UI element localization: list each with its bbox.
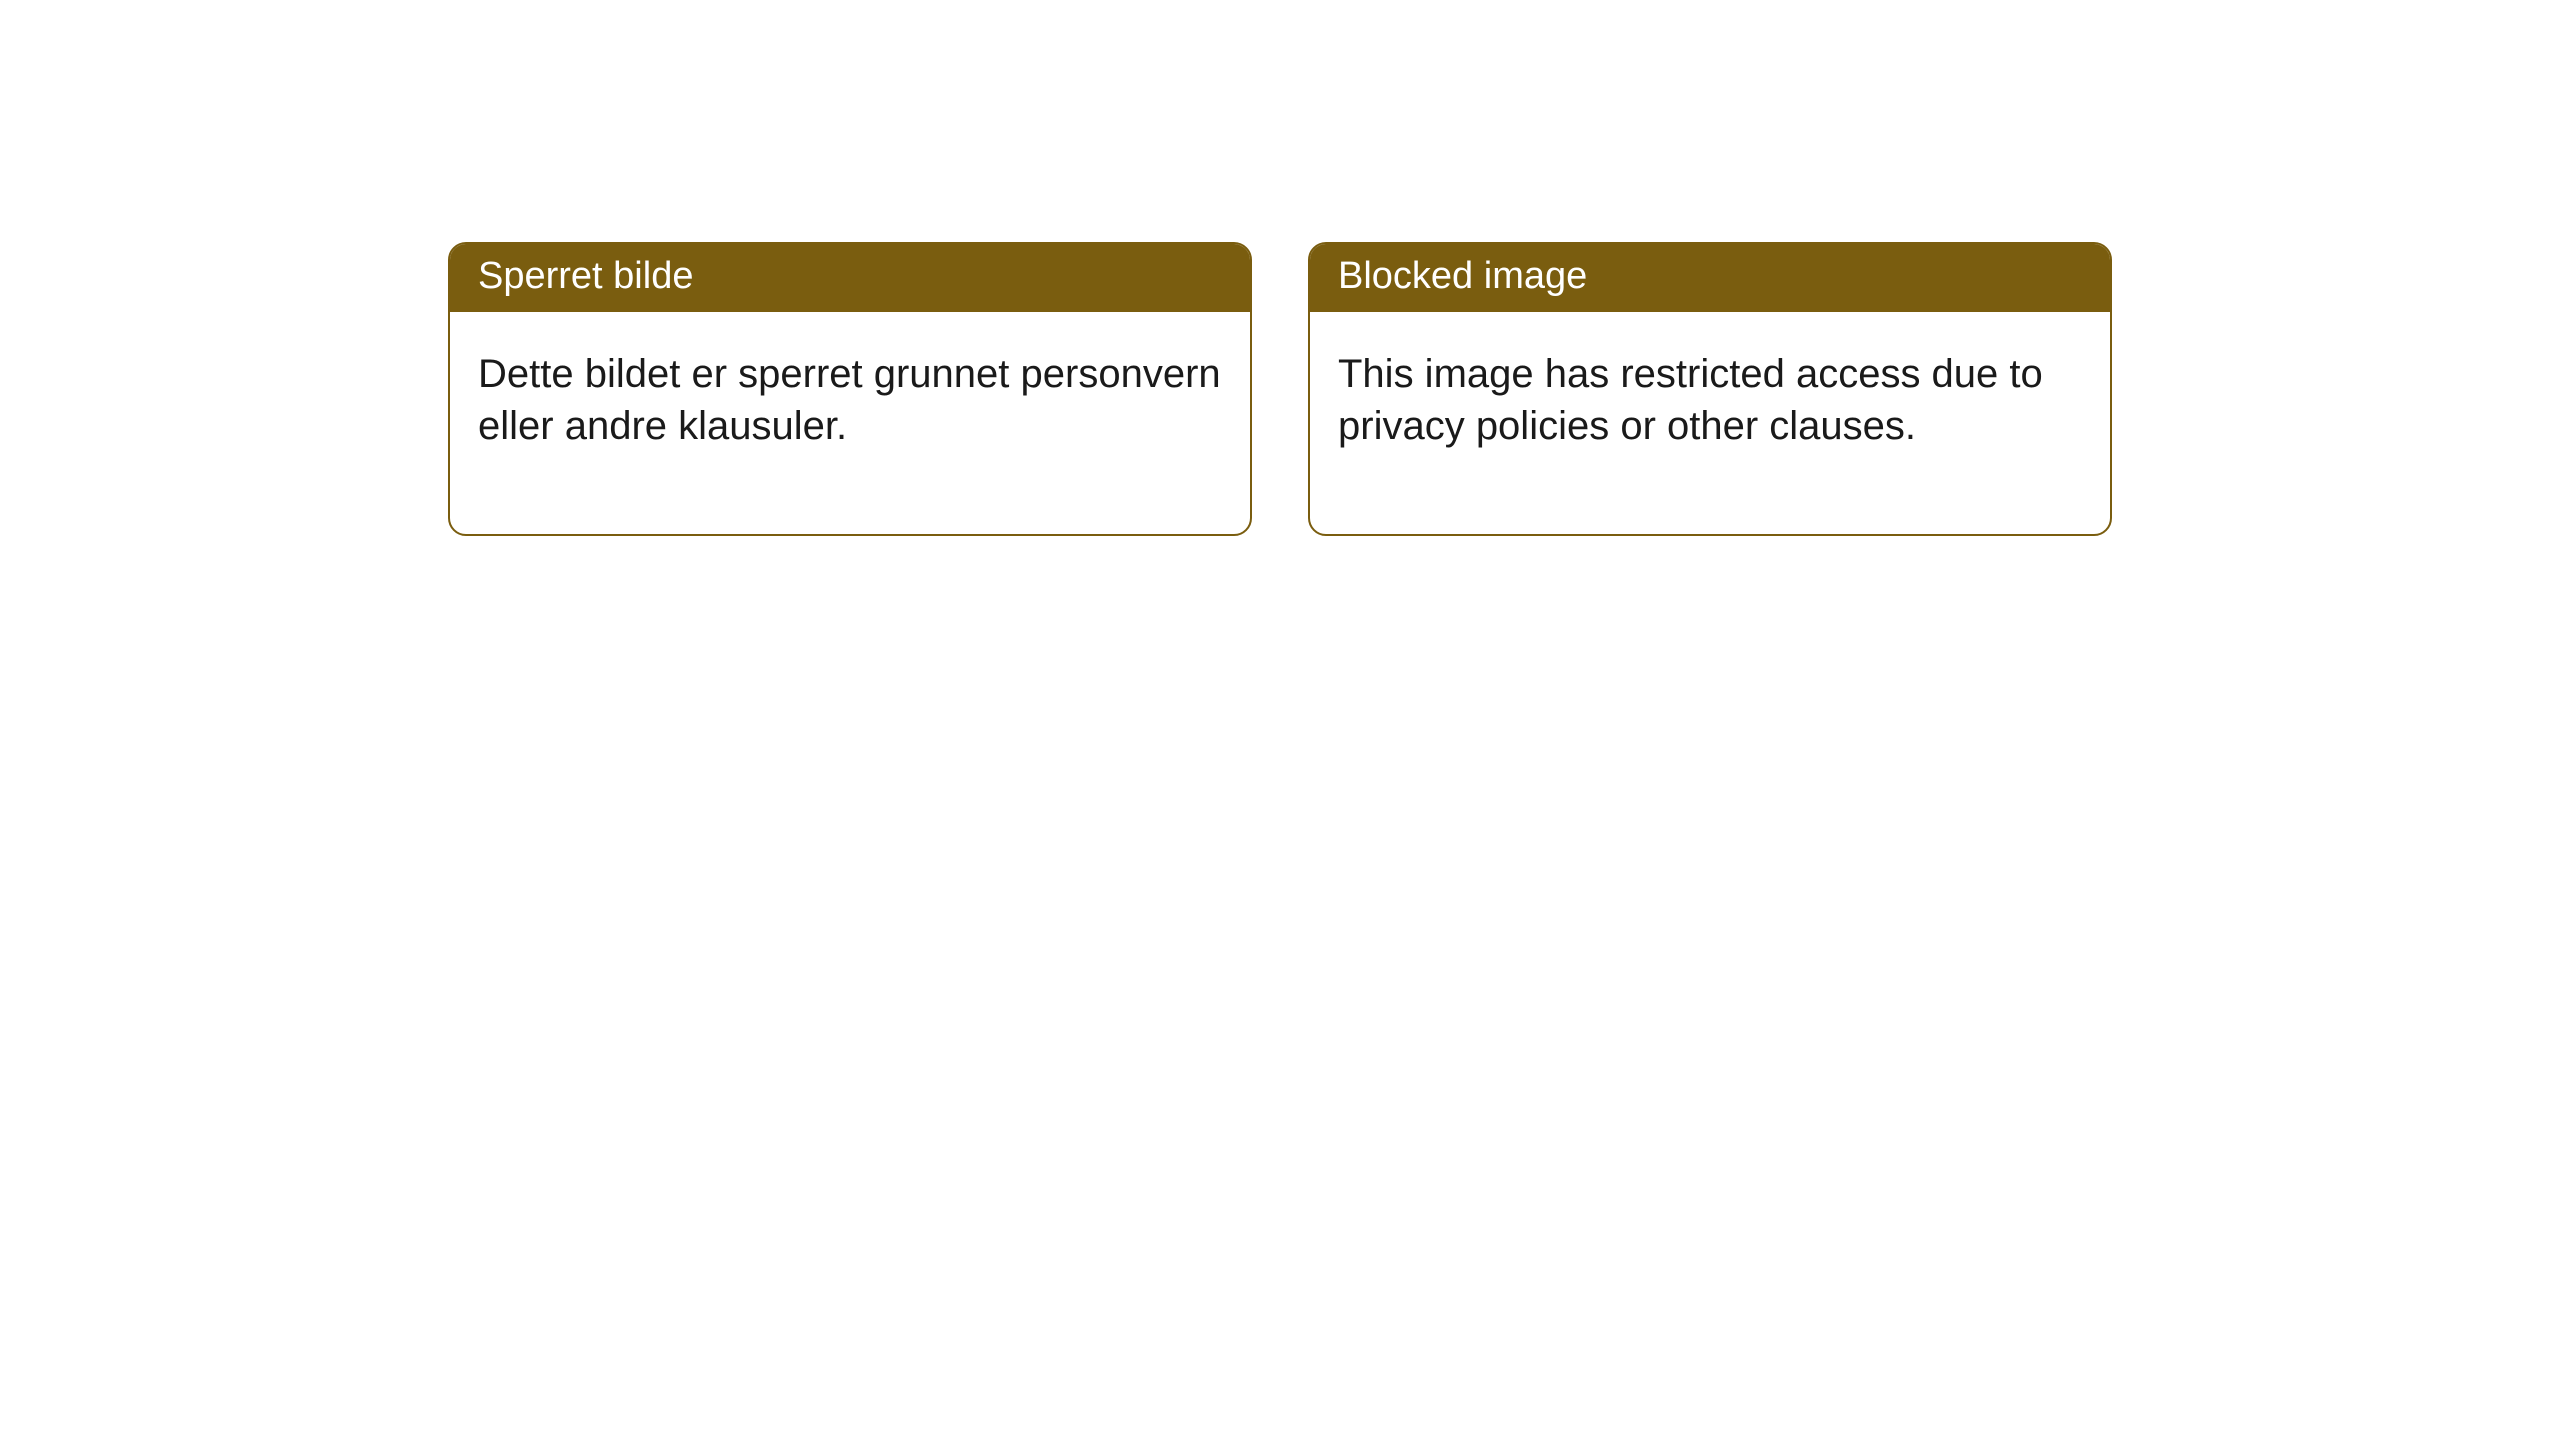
notice-card-norwegian: Sperret bilde Dette bildet er sperret gr…	[448, 242, 1252, 536]
notice-body: Dette bildet er sperret grunnet personve…	[450, 312, 1250, 534]
notice-body: This image has restricted access due to …	[1310, 312, 2110, 534]
notice-header: Blocked image	[1310, 244, 2110, 312]
notice-card-english: Blocked image This image has restricted …	[1308, 242, 2112, 536]
notice-container: Sperret bilde Dette bildet er sperret gr…	[0, 0, 2560, 536]
notice-header: Sperret bilde	[450, 244, 1250, 312]
